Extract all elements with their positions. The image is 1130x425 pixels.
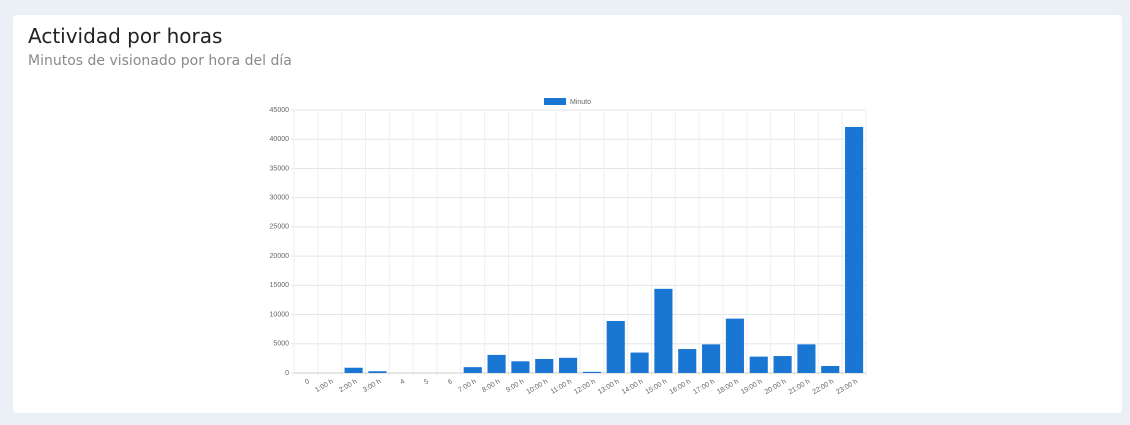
x-tick-label: 6 — [447, 378, 454, 386]
x-tick-label: 10:00 h — [525, 378, 549, 396]
x-tick-label: 19:00 h — [740, 378, 764, 396]
x-tick-label: 3:00 h — [362, 378, 382, 394]
bar — [654, 288, 673, 373]
y-tick-label: 25000 — [270, 224, 290, 231]
x-tick-label: 15:00 h — [645, 378, 669, 396]
x-tick-label: 18:00 h — [716, 378, 740, 396]
legend-swatch — [544, 98, 566, 105]
bar — [678, 349, 697, 373]
bar — [749, 356, 768, 373]
x-tick-label: 2:00 h — [338, 378, 358, 394]
x-tick-label: 5 — [423, 378, 430, 386]
x-tick-label: 8:00 h — [481, 378, 501, 394]
bar — [487, 354, 506, 373]
bar — [606, 320, 625, 373]
y-tick-label: 0 — [285, 370, 289, 377]
y-tick-label: 40000 — [270, 136, 290, 143]
card-subtitle: Minutos de visionado por hora del día — [28, 53, 292, 69]
bar — [344, 367, 363, 373]
x-tick-label: 7:00 h — [457, 378, 477, 394]
bar — [582, 371, 601, 373]
x-tick-label: 20:00 h — [764, 378, 788, 396]
x-tick-label: 4 — [399, 378, 406, 386]
y-tick-label: 20000 — [270, 253, 290, 260]
x-tick-label: 12:00 h — [573, 378, 597, 396]
x-tick-label: 17:00 h — [692, 378, 716, 396]
bar — [702, 344, 721, 373]
bar — [821, 365, 840, 373]
card: Actividad por horas Minutos de visionado… — [13, 15, 1122, 413]
x-tick-label: 21:00 h — [788, 378, 812, 396]
y-tick-label: 5000 — [273, 341, 289, 348]
x-tick-label: 23:00 h — [835, 378, 859, 396]
bar — [845, 126, 864, 374]
bar — [368, 371, 387, 373]
bar — [725, 318, 744, 373]
x-tick-label: 9:00 h — [505, 378, 525, 394]
x-tick-label: 0 — [304, 378, 311, 386]
bar — [511, 361, 530, 373]
card-title: Actividad por horas — [28, 24, 223, 48]
y-tick-label: 15000 — [270, 282, 290, 289]
x-tick-label: 16:00 h — [668, 378, 692, 396]
x-tick-label: 1:00 h — [314, 378, 334, 394]
y-tick-label: 10000 — [270, 311, 290, 318]
bar — [559, 357, 578, 373]
bar — [535, 358, 554, 373]
bar — [630, 352, 649, 373]
y-tick-label: 35000 — [270, 165, 290, 172]
x-tick-label: 13:00 h — [597, 378, 621, 396]
x-tick-label: 14:00 h — [621, 378, 645, 396]
bar — [797, 344, 816, 373]
x-tick-label: 22:00 h — [811, 378, 835, 396]
y-tick-label: 30000 — [270, 195, 290, 202]
y-tick-label: 45000 — [270, 107, 290, 114]
legend-label: Minuto — [570, 99, 591, 106]
bar — [773, 356, 792, 373]
bar — [463, 367, 482, 373]
x-tick-label: 11:00 h — [550, 378, 573, 396]
